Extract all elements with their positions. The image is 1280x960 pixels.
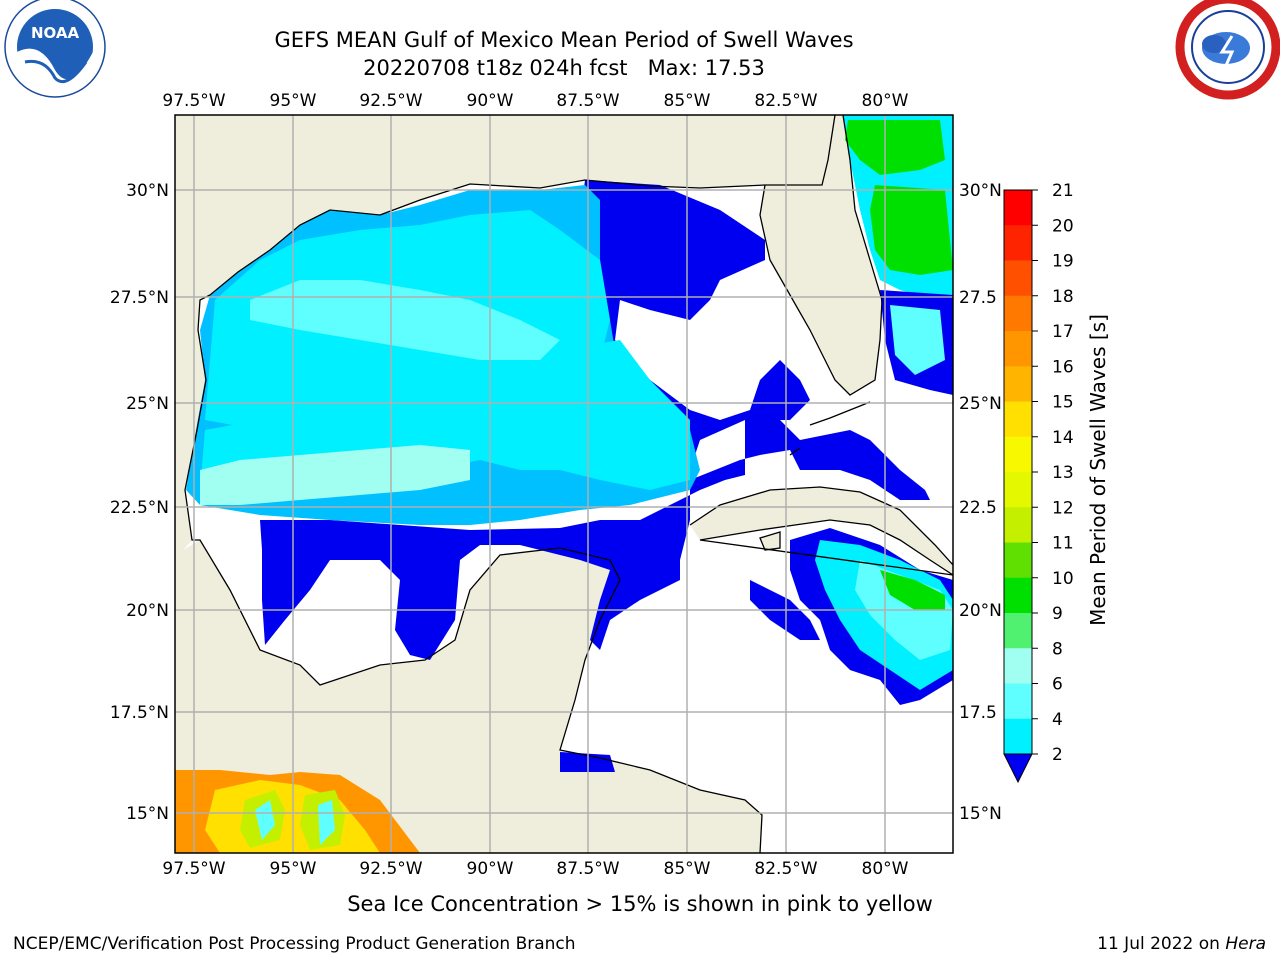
colorbar-swatch: [1004, 436, 1032, 473]
colorbar-swatch: [1004, 718, 1032, 755]
noaa-logo-text: NOAA: [31, 24, 80, 42]
colorbar-tick-label: 11: [1052, 534, 1074, 554]
credit-line: NCEP/EMC/Verification Post Processing Pr…: [13, 934, 576, 954]
lon-label: 95°W: [270, 859, 317, 879]
lat-label: 30°N: [126, 181, 169, 201]
lat-label: 15°N: [959, 804, 1002, 824]
lon-label: 80°W: [862, 91, 909, 111]
lon-label: 82.5°W: [754, 859, 817, 879]
nws-logo: [1175, 0, 1280, 100]
lon-labels-top: 97.5°W 95°W 92.5°W 90°W 87.5°W 85°W 82.5…: [162, 91, 908, 111]
colorbar-tick-label: 15: [1052, 393, 1074, 413]
lat-label: 22.5°N: [110, 498, 169, 518]
colorbar-tick-label: 17: [1052, 322, 1074, 342]
colorbar-swatch: [1004, 577, 1032, 614]
colorbar-tick-label: 12: [1052, 498, 1074, 518]
lon-label: 80°W: [862, 859, 909, 879]
colorbar-tick-label: 21: [1052, 181, 1074, 201]
lon-label: 92.5°W: [359, 91, 422, 111]
colorbar-swatch: [1004, 366, 1032, 402]
lat-label: 27.5: [959, 288, 997, 308]
colorbar-label: Mean Period of Swell Waves [s]: [1086, 314, 1110, 626]
colorbar-swatch: [1004, 648, 1032, 684]
colorbar-swatch: [1004, 542, 1032, 579]
colorbar-swatch: [1004, 613, 1032, 649]
lon-labels-bottom: 97.5°W 95°W 92.5°W 90°W 87.5°W 85°W 82.5…: [162, 859, 908, 879]
host-name: Hera: [1225, 934, 1266, 954]
lat-label: 27.5°N: [110, 288, 169, 308]
lon-label: 95°W: [270, 91, 317, 111]
lat-label: 20°N: [126, 601, 169, 621]
lat-label: 22.5: [959, 498, 997, 518]
colorbar-tick-label: 14: [1052, 428, 1074, 448]
lat-labels-left: 30°N 27.5°N 25°N 22.5°N 20°N 17.5°N 15°N: [110, 181, 169, 824]
lat-label: 25°N: [959, 394, 1002, 414]
date-text: 11 Jul 2022 on: [1097, 934, 1225, 954]
lon-label: 85°W: [664, 91, 711, 111]
lon-label: 85°W: [664, 859, 711, 879]
colorbar-tick-label: 19: [1052, 252, 1074, 272]
colorbar-tick-label: 2: [1052, 745, 1063, 765]
colorbar-tick-label: 9: [1052, 604, 1063, 624]
lat-label: 15°N: [126, 804, 169, 824]
lat-label: 17.5°N: [110, 703, 169, 723]
lon-label: 82.5°W: [754, 91, 817, 111]
sea-ice-note: Sea Ice Concentration > 15% is shown in …: [347, 892, 933, 916]
noaa-logo: NOAA: [4, 0, 106, 98]
lat-label: 25°N: [126, 394, 169, 414]
map-subtitle: 20220708 t18z 024h fcst Max: 17.53: [363, 56, 765, 80]
lon-label: 90°W: [467, 859, 514, 879]
lon-label: 97.5°W: [162, 859, 225, 879]
lon-label: 97.5°W: [162, 91, 225, 111]
colorbar-tick-label: 13: [1052, 463, 1074, 483]
lon-label: 92.5°W: [359, 859, 422, 879]
colorbar-swatch: [1004, 295, 1032, 332]
lon-label: 90°W: [467, 91, 514, 111]
colorbar-tick-label: 18: [1052, 287, 1074, 307]
map-frame: [174, 114, 954, 854]
colorbar-swatch: [1004, 260, 1032, 297]
colorbar-swatch: [1004, 507, 1032, 543]
colorbar-swatch: [1004, 683, 1032, 720]
colorbar-tick-label: 10: [1052, 569, 1074, 589]
colorbar-swatch: [1004, 472, 1032, 508]
date-line: 11 Jul 2022 on Hera: [1097, 934, 1266, 954]
colorbar-extension: [1003, 753, 1033, 784]
colorbar-swatch: [1004, 225, 1032, 261]
colorbar: 21 20 19 18 17 16 15 14 13 12 11 10 9 8 6 4 2: [1003, 181, 1074, 784]
colorbar-tick-label: 20: [1052, 216, 1074, 236]
colorbar-swatch: [1004, 401, 1032, 438]
colorbar-swatch: [1004, 331, 1032, 367]
swell-field: [175, 115, 953, 853]
graticule: [175, 115, 953, 853]
colorbar-tick-label: 4: [1052, 710, 1063, 730]
colorbar-tick-label: 8: [1052, 639, 1063, 659]
map-title: GEFS MEAN Gulf of Mexico Mean Period of …: [274, 28, 853, 52]
lat-label: 17.5: [959, 703, 997, 723]
lat-label: 20°N: [959, 601, 1002, 621]
lat-label: 30°N: [959, 181, 1002, 201]
lat-labels-right: 30°N 27.5 25°N 22.5 20°N 17.5 15°N: [959, 181, 1002, 824]
coastline: [184, 115, 953, 853]
lon-label: 87.5°W: [556, 859, 619, 879]
colorbar-tick-label: 6: [1052, 675, 1063, 695]
lon-label: 87.5°W: [556, 91, 619, 111]
colorbar-swatch: [1004, 190, 1032, 226]
colorbar-tick-label: 16: [1052, 357, 1074, 377]
